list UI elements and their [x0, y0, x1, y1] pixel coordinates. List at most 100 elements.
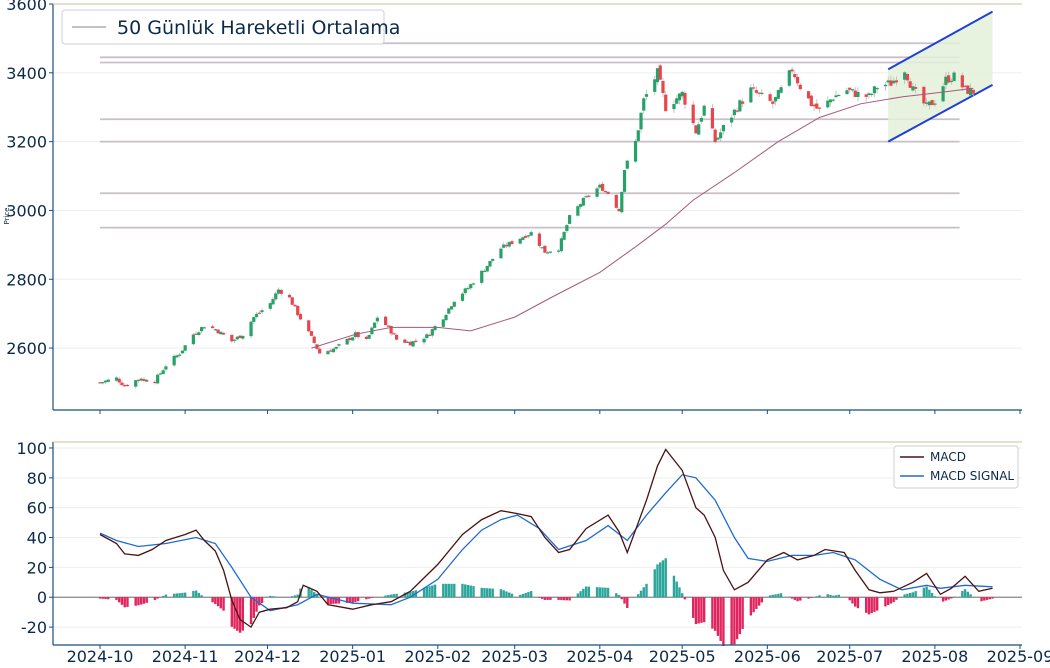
- candle-body: [864, 94, 868, 97]
- macd-histogram-bar: [886, 597, 890, 605]
- candle-body: [548, 251, 552, 253]
- candle-body: [507, 242, 511, 247]
- candle-body: [730, 117, 734, 123]
- macd-histogram-bar: [313, 592, 316, 598]
- x-tick-label: 2024-10: [67, 647, 134, 666]
- candle-body: [504, 244, 509, 247]
- candle-body: [200, 327, 204, 332]
- macd-histogram-bar: [620, 597, 623, 600]
- candle-body: [232, 339, 237, 341]
- candle-body: [914, 87, 918, 89]
- macd-histogram-bar: [197, 592, 201, 598]
- macd-histogram-bar: [837, 594, 840, 598]
- macd-y-tick-label: 100: [16, 439, 47, 458]
- macd-histogram-bar: [546, 597, 549, 600]
- macd-histogram-bar: [258, 597, 261, 606]
- candle-body: [367, 334, 371, 339]
- candle-body: [117, 378, 121, 383]
- macd-histogram: [98, 558, 994, 646]
- macd-histogram-bar: [557, 597, 560, 600]
- macd-histogram-bar: [332, 597, 335, 604]
- macd-histogram-bar: [296, 594, 299, 598]
- candle-body: [136, 379, 141, 381]
- candle-body: [271, 299, 275, 305]
- macd-histogram-bar: [818, 595, 821, 598]
- macd-histogram-bar: [788, 596, 791, 598]
- macd-histogram-bar: [606, 587, 610, 598]
- macd-histogram-bar: [826, 594, 829, 598]
- macd-histogram-bar: [623, 597, 626, 604]
- channel-upper-line: [887, 10, 994, 71]
- price-channel: [887, 10, 994, 143]
- candle-body: [502, 244, 506, 248]
- candle-body: [329, 350, 333, 352]
- macd-histogram-bar: [700, 597, 703, 623]
- candle-body: [620, 191, 624, 213]
- price-y-tick-label: 3200: [6, 133, 47, 152]
- candle-body: [194, 333, 198, 335]
- macd-histogram-bar: [930, 592, 934, 598]
- candle-body: [427, 334, 432, 337]
- macd-histogram-bar: [664, 558, 667, 598]
- macd-histogram-bar: [345, 597, 349, 603]
- candle-body: [721, 125, 726, 132]
- candle-body: [469, 284, 473, 289]
- macd-histogram-bar: [702, 597, 706, 623]
- candle-body: [178, 354, 182, 356]
- macd-histogram-bar: [139, 597, 143, 605]
- candle-body: [826, 100, 830, 108]
- candle-body: [161, 370, 165, 375]
- candle-body: [828, 99, 833, 103]
- macd-histogram-bar: [796, 597, 799, 602]
- macd-histogram-bar: [645, 583, 648, 598]
- macd-histogram-bar: [370, 597, 374, 598]
- macd-histogram-bar: [760, 597, 764, 603]
- macd-histogram-bar: [716, 597, 720, 636]
- macd-histogram-bar: [194, 590, 198, 598]
- candle-body: [296, 305, 300, 316]
- macd-histogram-bar: [584, 586, 588, 598]
- candle-body: [691, 104, 695, 124]
- candle-body: [373, 322, 377, 328]
- x-tick-label: 2024-12: [234, 647, 301, 666]
- macd-histogram-bar: [334, 597, 338, 604]
- macd-histogram-bar: [192, 591, 195, 598]
- macd-histogram-bar: [933, 596, 937, 598]
- macd-histogram-bar: [777, 593, 780, 598]
- candle-body: [312, 336, 316, 343]
- macd-histogram-bar: [329, 597, 332, 604]
- macd-histogram-bar: [428, 586, 431, 598]
- candle-body: [114, 377, 119, 381]
- candle-body: [482, 270, 487, 273]
- macd-histogram-bar: [507, 592, 511, 598]
- macd-histogram-bar: [118, 597, 121, 603]
- macd-histogram-bar: [466, 584, 470, 598]
- macd-histogram-bar: [367, 597, 371, 599]
- price-y-tick-label: 3000: [6, 201, 47, 220]
- candle-body: [853, 90, 857, 97]
- candle-body: [287, 294, 292, 298]
- macd-histogram-bar: [230, 597, 234, 627]
- macd-legend-box: [893, 445, 1019, 489]
- ma50-line: [311, 87, 974, 349]
- macd-histogram-bar: [387, 595, 390, 598]
- macd-histogram-bar: [444, 583, 448, 598]
- candle-body: [318, 348, 322, 354]
- candle-body: [584, 196, 588, 198]
- candle-body: [867, 93, 871, 96]
- candle-body: [518, 238, 522, 244]
- candle-body: [405, 341, 410, 344]
- x-tick-label: 2025-07: [816, 647, 883, 666]
- candle-body: [268, 303, 272, 309]
- macd-histogram-bar: [469, 585, 472, 598]
- macd-histogram-bar: [807, 597, 810, 599]
- candle-body: [622, 169, 627, 192]
- candle-body: [540, 247, 544, 249]
- candle-body: [771, 101, 775, 104]
- candle-body: [175, 355, 179, 358]
- macd-histogram-bar: [137, 597, 140, 606]
- macd-histogram-bar: [472, 586, 475, 598]
- candle-body: [134, 380, 138, 387]
